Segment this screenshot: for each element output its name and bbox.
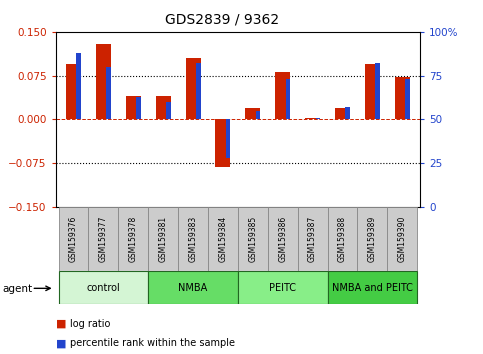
Bar [357,207,387,271]
Bar [327,207,357,271]
Text: GSM159381: GSM159381 [158,216,168,262]
Bar [215,120,230,167]
Bar [136,97,141,120]
Text: PEITC: PEITC [269,282,296,293]
Bar [238,207,268,271]
Bar [245,108,260,120]
Bar [148,271,238,304]
Text: GSM159383: GSM159383 [188,216,198,262]
Bar [58,207,88,271]
Text: log ratio: log ratio [70,319,111,329]
Bar [298,207,327,271]
Bar [315,118,320,120]
Bar [365,64,380,120]
Bar [387,207,417,271]
Bar [327,271,417,304]
Bar [148,207,178,271]
Bar [166,102,170,120]
Text: GSM159385: GSM159385 [248,216,257,262]
Bar [106,67,111,120]
Text: GSM159388: GSM159388 [338,216,347,262]
Bar [196,63,200,120]
Bar [156,96,170,120]
Bar [208,207,238,271]
Text: ■: ■ [56,319,66,329]
Text: agent: agent [2,284,32,293]
Bar [286,79,290,120]
Bar [76,53,81,120]
Bar [126,96,141,120]
Bar [268,207,298,271]
Text: GSM159376: GSM159376 [69,216,78,262]
Text: GSM159387: GSM159387 [308,216,317,262]
Text: GSM159386: GSM159386 [278,216,287,262]
Text: percentile rank within the sample: percentile rank within the sample [70,338,235,348]
Bar [226,120,230,158]
Text: NMBA: NMBA [178,282,208,293]
Bar [118,207,148,271]
Text: ■: ■ [56,338,66,348]
Text: GDS2839 / 9362: GDS2839 / 9362 [165,12,279,27]
Text: control: control [86,282,120,293]
Bar [178,207,208,271]
Text: GSM159378: GSM159378 [129,216,138,262]
Text: GSM159390: GSM159390 [398,216,407,262]
Bar [405,79,410,120]
Bar [238,271,327,304]
Bar [66,64,81,120]
Bar [305,118,320,120]
Bar [96,44,111,120]
Bar [256,111,260,120]
Bar [88,207,118,271]
Bar [275,72,290,120]
Text: GSM159389: GSM159389 [368,216,377,262]
Text: GSM159384: GSM159384 [218,216,227,262]
Bar [185,58,200,120]
Bar [345,107,350,120]
Text: GSM159377: GSM159377 [99,216,108,262]
Bar [375,63,380,120]
Text: NMBA and PEITC: NMBA and PEITC [332,282,413,293]
Bar [335,108,350,120]
Bar [58,271,148,304]
Bar [395,77,410,120]
